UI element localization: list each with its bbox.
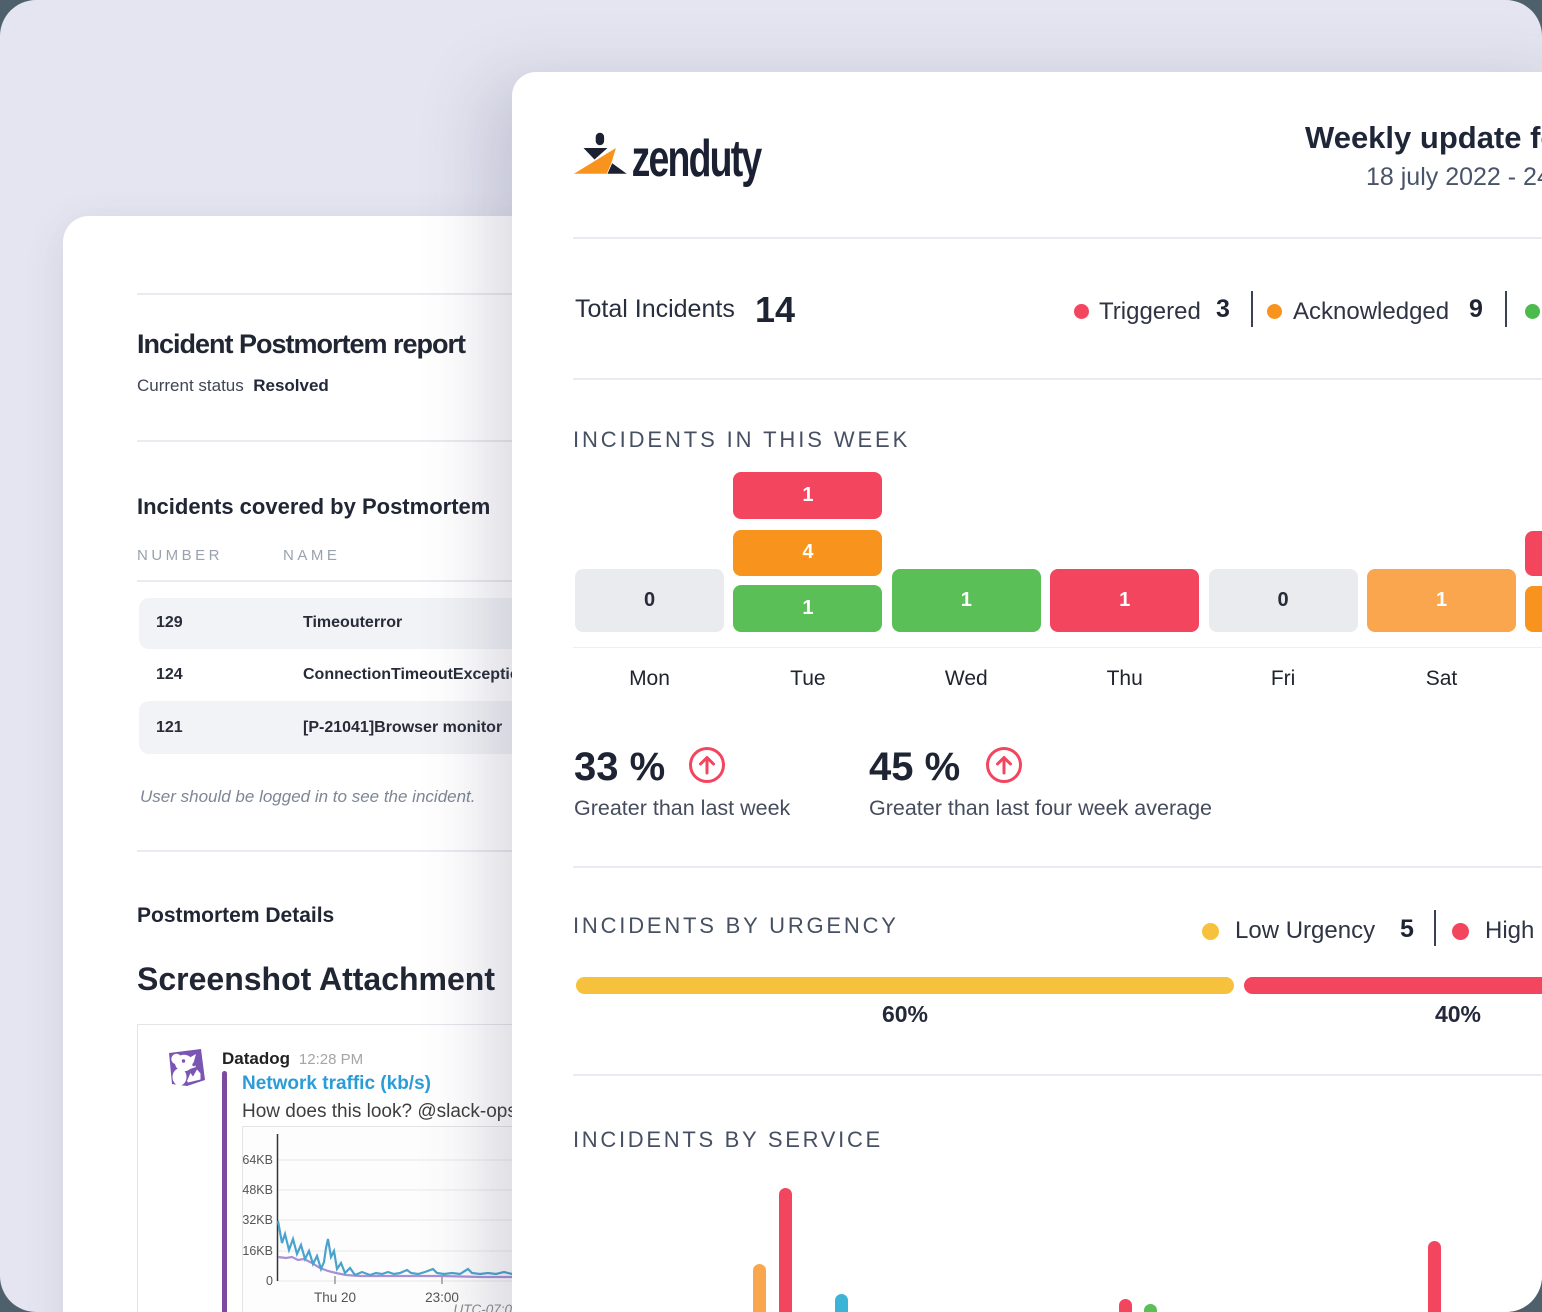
- svg-text:Thu 20: Thu 20: [314, 1290, 356, 1305]
- svg-text:16KB: 16KB: [242, 1244, 273, 1258]
- svg-text:UTC-07:0: UTC-07:0: [453, 1302, 512, 1312]
- svg-text:zenduty: zenduty: [632, 130, 762, 187]
- svg-text:0: 0: [266, 1274, 273, 1288]
- svg-text:32KB: 32KB: [242, 1213, 273, 1227]
- svg-text:64KB: 64KB: [242, 1153, 273, 1167]
- svg-text:23:00: 23:00: [425, 1290, 459, 1305]
- svg-text:48KB: 48KB: [242, 1183, 273, 1197]
